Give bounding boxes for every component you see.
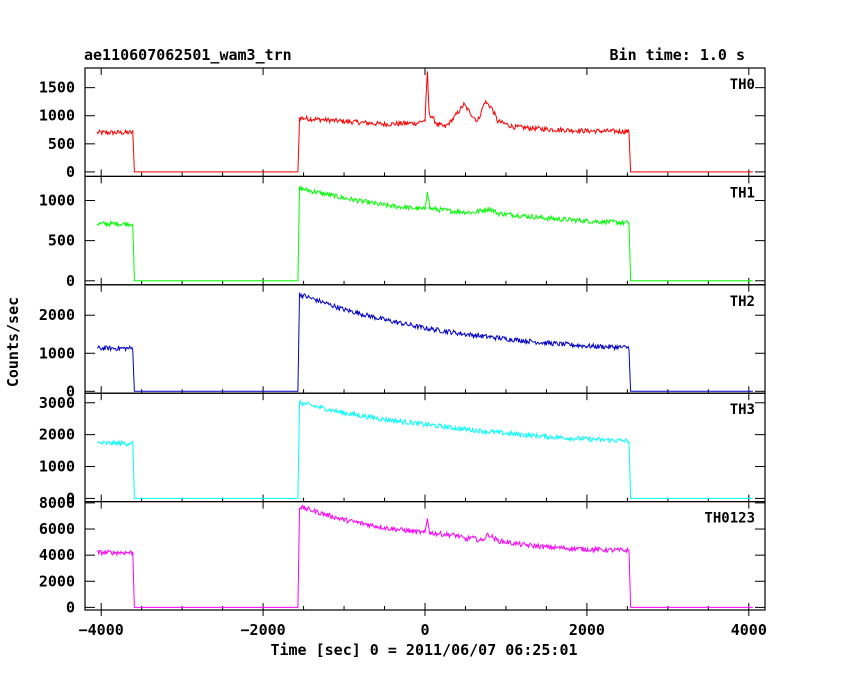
y-tick-label: 0 <box>66 489 75 507</box>
y-tick-label: 3000 <box>39 394 75 412</box>
y-tick-label: 1000 <box>39 344 75 362</box>
series-line-th0 <box>96 71 753 173</box>
panel-frame <box>84 67 766 178</box>
x-axis-title: Time [sec] 0 = 2011/06/07 06:25:01 <box>270 641 577 659</box>
y-tick-label: 0 <box>66 382 75 400</box>
x-tick-label: 2000 <box>569 621 605 639</box>
panel-th1: 0 500 1000 TH1 <box>39 175 766 290</box>
panel-label-th1: TH1 <box>730 185 755 201</box>
y-tick-label: 500 <box>48 135 75 153</box>
y-tick-label: 0 <box>66 163 75 181</box>
panel-frame <box>84 175 766 286</box>
x-axis: −4000 −2000 0 2000 4000 <box>79 610 767 639</box>
x-tick-label: 4000 <box>731 621 767 639</box>
series-line-th3 <box>96 398 753 499</box>
chart-title: ae110607062501_wam3_trn <box>84 46 292 64</box>
y-tick-label: 6000 <box>39 520 75 538</box>
panel-label-th3: TH3 <box>730 402 755 418</box>
panel-th2: 0 1000 2000 TH2 <box>39 284 766 400</box>
x-tick-label: 0 <box>420 621 429 639</box>
y-tick-label: 0 <box>66 598 75 616</box>
y-tick-label: 1500 <box>39 79 75 97</box>
y-tick-label: 2000 <box>39 572 75 590</box>
y-tick-label: 2000 <box>39 426 75 444</box>
panels-group: 0 500 1000 1500 TH0 0 500 1000 TH1 0 1000 2000 TH2 0 1… <box>39 67 766 616</box>
series-line-th1 <box>96 185 753 282</box>
series-line-th2 <box>97 292 753 392</box>
y-tick-label: 1000 <box>39 107 75 125</box>
panel-th0123: 0 2000 4000 6000 8000 TH0123 <box>39 494 766 616</box>
y-axis-title: Counts/sec <box>4 297 22 387</box>
x-tick-label: −2000 <box>241 621 286 639</box>
y-tick-label: 500 <box>48 232 75 250</box>
y-tick-label: 8000 <box>39 494 75 512</box>
panel-th0: 0 500 1000 1500 TH0 <box>39 67 766 181</box>
y-tick-label: 0 <box>66 272 75 290</box>
y-tick-label: 4000 <box>39 546 75 564</box>
panel-frame <box>84 392 766 503</box>
y-tick-label: 1000 <box>39 458 75 476</box>
panel-th3: 0 1000 2000 3000 TH3 <box>39 392 766 507</box>
bin-time-label: Bin time: 1.0 s <box>610 46 745 64</box>
series-line-th0123 <box>97 504 753 608</box>
x-tick-label: −4000 <box>79 621 124 639</box>
panel-label-th2: TH2 <box>730 294 755 310</box>
panel-frame <box>84 501 766 611</box>
y-tick-label: 1000 <box>39 191 75 209</box>
panel-label-th0123: TH0123 <box>704 511 755 527</box>
y-tick-label: 2000 <box>39 306 75 324</box>
panel-label-th0: TH0 <box>730 77 755 93</box>
panel-frame <box>84 284 766 394</box>
